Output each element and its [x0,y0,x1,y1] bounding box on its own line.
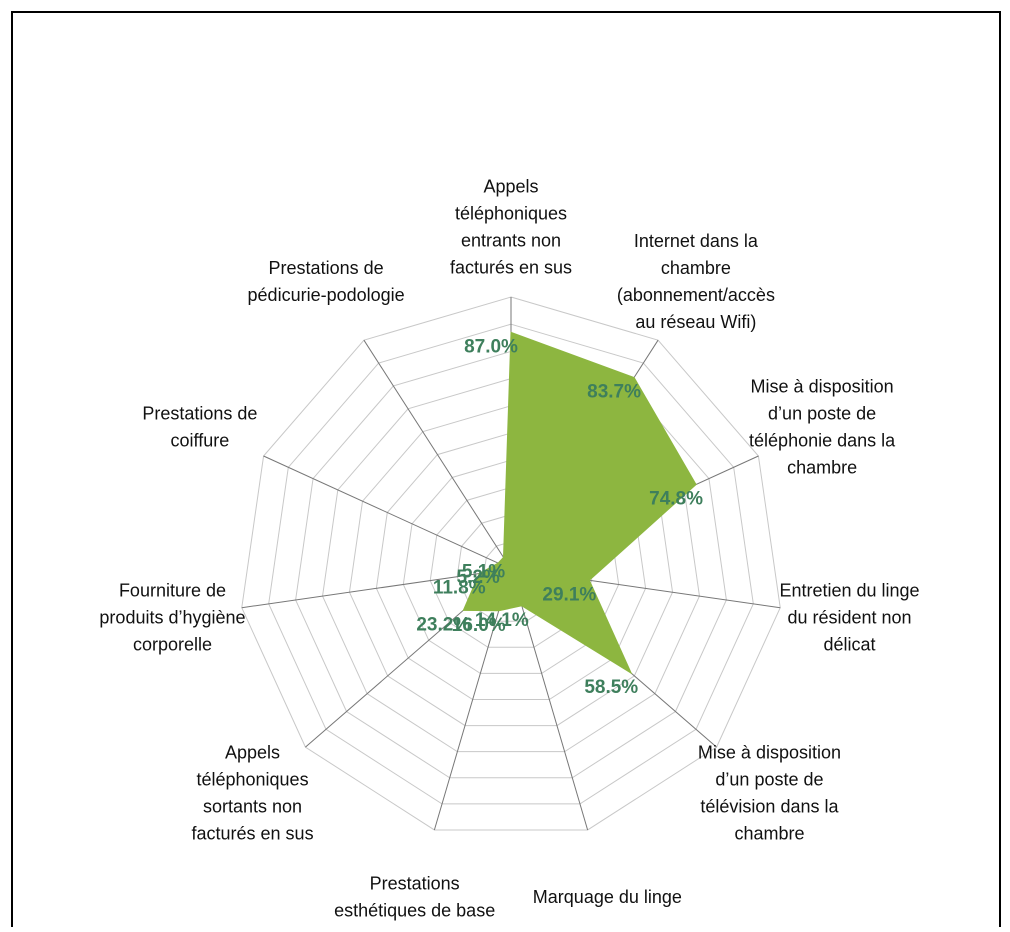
spoke [510,568,589,831]
value-label: 5.1% [462,561,505,582]
category-label: Appels téléphoniques sortants non facturés … [192,742,314,843]
category-label: Prestations esthétiques de base [334,874,495,921]
category-label: Fourniture de produits d’hygiène corporell… [99,581,245,655]
category-label: Mise à disposition d’un poste de téléphoni… [749,376,896,477]
grid-ring [241,296,781,831]
category-label: Internet dans la chambre (abonnement/accès… [617,231,775,332]
value-label: 23.2% [416,614,470,635]
frame [11,11,1001,927]
spoke [241,568,512,609]
value-label: 29.1% [542,584,596,605]
spoke [263,455,512,570]
radar-area [462,331,697,675]
category-label: Marquage du linge [533,887,682,907]
category-label: Appels téléphoniques entrants non facturés … [450,177,572,278]
spoke [363,339,512,570]
category-label: Entretien du linge du résident non délicat [779,581,919,655]
value-label: 83.7% [587,381,641,402]
value-label: 11.8% [433,578,486,599]
category-label: Mise à disposition d’un poste de télévisio… [698,742,841,843]
value-label: 16.0% [452,615,506,636]
category-label: Prestations de coiffure [142,403,257,450]
value-label: 14.1% [475,610,529,631]
grid-ring [268,323,754,805]
category-label: Prestations de pédicurie-podologie [248,258,405,305]
value-label: 58.5% [584,677,638,698]
spoke [433,568,512,831]
value-label: 87.0% [464,336,518,357]
value-label: 5.2% [456,567,499,588]
value-label: 74.8% [649,488,703,509]
grid-ring [295,350,727,779]
